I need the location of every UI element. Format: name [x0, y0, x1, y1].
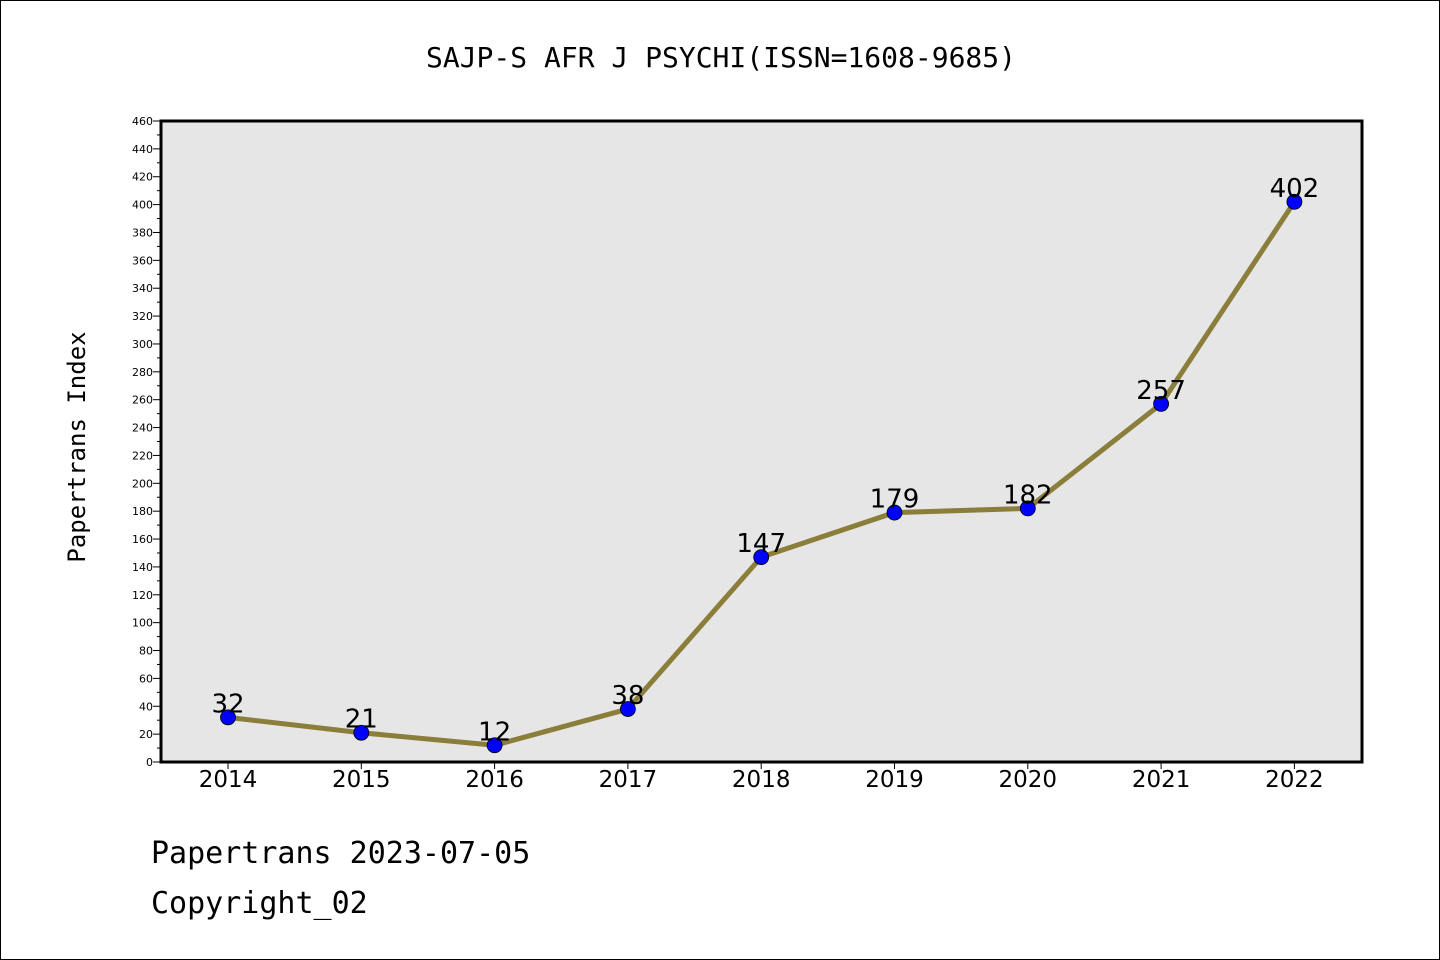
- y-tick-label: 40: [139, 700, 153, 713]
- y-tick-label: 240: [132, 422, 153, 435]
- x-tick-label: 2018: [732, 767, 791, 793]
- data-label: 32: [211, 689, 244, 719]
- y-tick-label: 140: [132, 561, 153, 574]
- data-label: 21: [345, 705, 378, 735]
- data-label: 38: [611, 681, 644, 711]
- y-tick-label: 280: [132, 366, 153, 379]
- source-date-text: Papertrans 2023-07-05: [151, 836, 531, 871]
- plot-area: [161, 121, 1362, 762]
- data-point: [620, 701, 636, 717]
- data-point: [1019, 500, 1036, 517]
- data-label: 182: [1003, 480, 1053, 510]
- y-tick-label: 20: [139, 728, 153, 741]
- data-point: [1153, 395, 1169, 412]
- y-tick-label: 440: [132, 143, 153, 156]
- x-tick-label: 2019: [865, 767, 924, 793]
- data-label: 402: [1270, 174, 1320, 204]
- y-axis-label: Papertrans Index: [63, 331, 91, 562]
- y-tick-label: 180: [132, 505, 153, 518]
- y-tick-label: 260: [132, 394, 153, 407]
- y-tick-label: 360: [132, 254, 153, 267]
- x-tick-label: 2015: [332, 767, 391, 793]
- y-tick-label: 160: [132, 533, 153, 546]
- data-point: [486, 737, 503, 754]
- y-tick-label: 220: [132, 449, 153, 462]
- y-tick-label: 120: [132, 589, 153, 602]
- x-tick-label: 2022: [1265, 767, 1324, 793]
- y-tick-label: 380: [132, 226, 153, 239]
- x-tick-label: 2016: [465, 767, 524, 793]
- y-tick-label: 400: [132, 199, 153, 212]
- y-tick-label: 420: [132, 171, 153, 184]
- x-tick-label: 2017: [599, 767, 658, 793]
- x-tick-label: 2021: [1132, 767, 1191, 793]
- data-point: [753, 549, 770, 566]
- data-point: [886, 504, 903, 521]
- data-label: 147: [736, 529, 786, 559]
- copyright-text: Copyright_02: [151, 886, 368, 921]
- y-tick-label: 300: [132, 338, 153, 351]
- x-tick-label: 2020: [999, 767, 1058, 793]
- plot-frame: [159, 119, 1364, 764]
- data-point: [1286, 193, 1303, 210]
- y-tick-label: 340: [132, 282, 153, 295]
- y-tick-label: 320: [132, 310, 153, 323]
- y-tick-label: 200: [132, 477, 153, 490]
- data-point: [353, 724, 370, 741]
- chart-title: SAJP-S AFR J PSYCHI(ISSN=1608-9685): [426, 41, 1016, 74]
- y-tick-label: 460: [132, 115, 153, 128]
- data-label: 257: [1136, 376, 1186, 406]
- x-tick-label: 2014: [199, 767, 258, 793]
- data-point: [220, 709, 236, 726]
- data-label: 179: [870, 485, 920, 515]
- y-tick-label: 60: [139, 672, 153, 685]
- data-label: 12: [478, 717, 511, 747]
- y-tick-label: 80: [139, 645, 153, 658]
- y-tick-label: 100: [132, 617, 153, 630]
- y-tick-label: 0: [146, 756, 153, 769]
